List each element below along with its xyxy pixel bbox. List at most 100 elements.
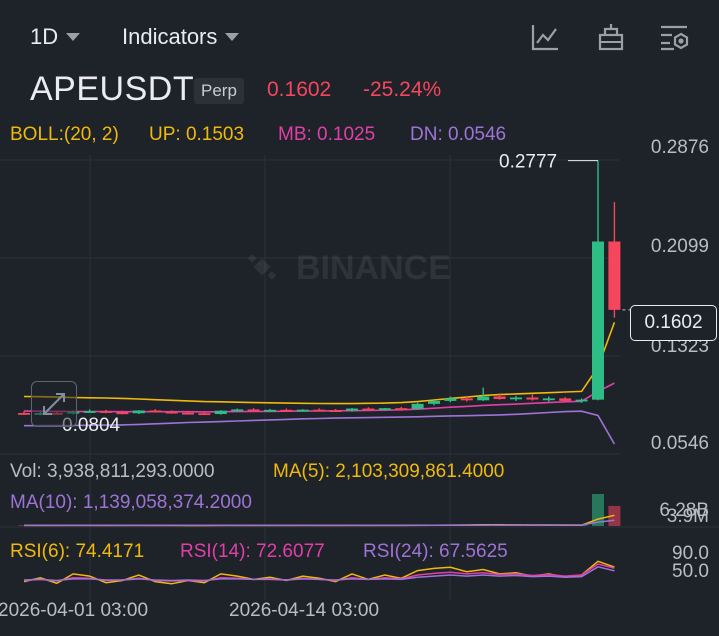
- chevron-down-icon: [225, 33, 240, 41]
- expand-arrows-icon: [43, 393, 65, 415]
- candle-body: [313, 409, 326, 412]
- candle: [542, 396, 555, 402]
- candle: [100, 409, 112, 414]
- time-axis-label: 2026-04-14 03:00: [229, 600, 380, 621]
- volume-value: Vol: 3,938,811,293.0000: [10, 461, 215, 482]
- boll-up-line: [23, 322, 616, 405]
- interval-selector[interactable]: 1D: [30, 24, 81, 50]
- candle-body: [247, 409, 260, 412]
- candle-body: [149, 410, 162, 413]
- candle: [132, 410, 145, 415]
- candle-body: [214, 410, 227, 415]
- candle: [460, 395, 473, 402]
- chart-settings-icon[interactable]: [658, 20, 692, 54]
- candle-body: [510, 397, 522, 400]
- candle: [329, 408, 342, 413]
- candle-body: [411, 403, 424, 409]
- volume-ma10-line: [24, 519, 615, 527]
- candle-body: [526, 397, 539, 400]
- candle: [411, 402, 424, 410]
- watermark-text: BINANCE: [296, 249, 451, 287]
- candle-body: [264, 409, 276, 412]
- candle: [182, 410, 194, 415]
- candle-body: [165, 411, 178, 414]
- candle-body: [198, 413, 211, 416]
- volume-ma10-value: MA(10): 1,139,058,374.2000: [10, 492, 252, 513]
- candle-body: [132, 410, 145, 414]
- chart-toolbar: 1D Indicators: [0, 0, 719, 70]
- candle: [477, 387, 490, 401]
- candle-body: [395, 408, 408, 410]
- candle-body: [559, 398, 572, 401]
- candle: [231, 408, 244, 412]
- chart-style-icon[interactable]: [528, 20, 562, 54]
- rsi-axis-label: 90.0: [672, 543, 709, 564]
- candle: [444, 396, 457, 403]
- candle-body: [362, 408, 375, 411]
- candle: [362, 407, 375, 411]
- candle: [493, 393, 506, 400]
- candle: [526, 394, 539, 401]
- candle: [18, 411, 30, 415]
- candle: [296, 409, 309, 412]
- candle-body: [542, 398, 555, 401]
- high-price-label: 0.2777: [499, 152, 557, 173]
- candle: [346, 407, 358, 412]
- interval-label: 1D: [30, 24, 59, 49]
- candle: [395, 406, 408, 410]
- volume-ma5-value: MA(5): 2,103,309,861.4000: [273, 461, 505, 482]
- candle: [83, 409, 96, 414]
- boll-dn-value: DN: 0.0546: [410, 124, 507, 145]
- zoom-handle[interactable]: [31, 381, 77, 427]
- last-price: 0.1602: [267, 78, 332, 101]
- candle-body: [296, 409, 309, 412]
- candle-body: [280, 409, 293, 412]
- boll-dn-line: [24, 410, 616, 445]
- candle-body: [428, 400, 440, 404]
- symbol-title[interactable]: APEUSDT: [30, 70, 195, 108]
- candle: [280, 408, 293, 412]
- candle-body: [460, 398, 473, 401]
- volume-ma5-line: [24, 514, 615, 527]
- candle-body: [493, 396, 506, 400]
- boll-mb-value: MB: 0.1025: [278, 124, 376, 145]
- chart-grid: [0, 155, 719, 600]
- binance-logo-icon: [247, 254, 277, 280]
- price-change-percent: -25.24%: [363, 78, 442, 101]
- candle-body: [608, 241, 621, 310]
- indicators-label: Indicators: [122, 24, 218, 49]
- candle: [149, 409, 162, 413]
- boll-params[interactable]: BOLL:(20, 2): [10, 124, 119, 145]
- rsi14-value: RSI(14): 72.6077: [180, 541, 325, 562]
- price-axis-label: 0.0546: [650, 433, 709, 454]
- candle-body: [477, 396, 490, 401]
- candle: [592, 160, 604, 401]
- watermark: BINANCE: [247, 249, 451, 287]
- candles: [18, 160, 621, 416]
- indicators-button[interactable]: Indicators: [122, 24, 240, 50]
- candle-body: [116, 412, 129, 415]
- candle-body: [329, 410, 342, 413]
- candle: [116, 410, 129, 415]
- candle: [247, 408, 260, 412]
- contract-badge: Perp: [194, 78, 244, 104]
- candle: [378, 407, 391, 411]
- rsi24-value: RSI(24): 67.5625: [363, 541, 508, 562]
- candle-body: [182, 412, 194, 415]
- rsi-axis-label: 50.0: [672, 561, 709, 582]
- candle-body: [592, 241, 604, 400]
- candle-body: [18, 413, 30, 415]
- chevron-down-icon: [66, 33, 81, 41]
- candle: [608, 202, 621, 318]
- candle: [264, 408, 276, 412]
- candle-body: [346, 408, 358, 411]
- candle-body: [83, 411, 96, 413]
- price-axis-label: 0.2876: [650, 137, 709, 158]
- candle: [198, 411, 211, 416]
- drawing-tools-icon[interactable]: [594, 20, 628, 54]
- candle: [510, 395, 522, 401]
- candle-body: [575, 399, 588, 402]
- rsi-pane: [23, 560, 615, 585]
- candle: [428, 400, 440, 406]
